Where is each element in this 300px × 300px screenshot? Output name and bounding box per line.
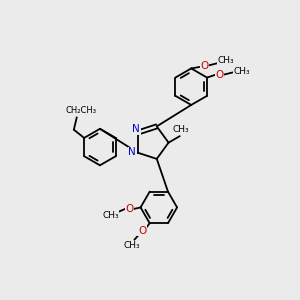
Text: O: O <box>216 70 224 80</box>
Text: CH₃: CH₃ <box>233 67 250 76</box>
Text: CH₃: CH₃ <box>124 241 140 250</box>
Text: N: N <box>132 124 140 134</box>
Text: O: O <box>125 204 134 214</box>
Text: CH₃: CH₃ <box>173 125 190 134</box>
Text: O: O <box>138 226 146 236</box>
Text: CH₃: CH₃ <box>217 56 234 65</box>
Text: CH₃: CH₃ <box>102 211 119 220</box>
Text: CH₂CH₃: CH₂CH₃ <box>66 106 97 115</box>
Text: N: N <box>128 147 136 157</box>
Text: O: O <box>200 61 208 71</box>
